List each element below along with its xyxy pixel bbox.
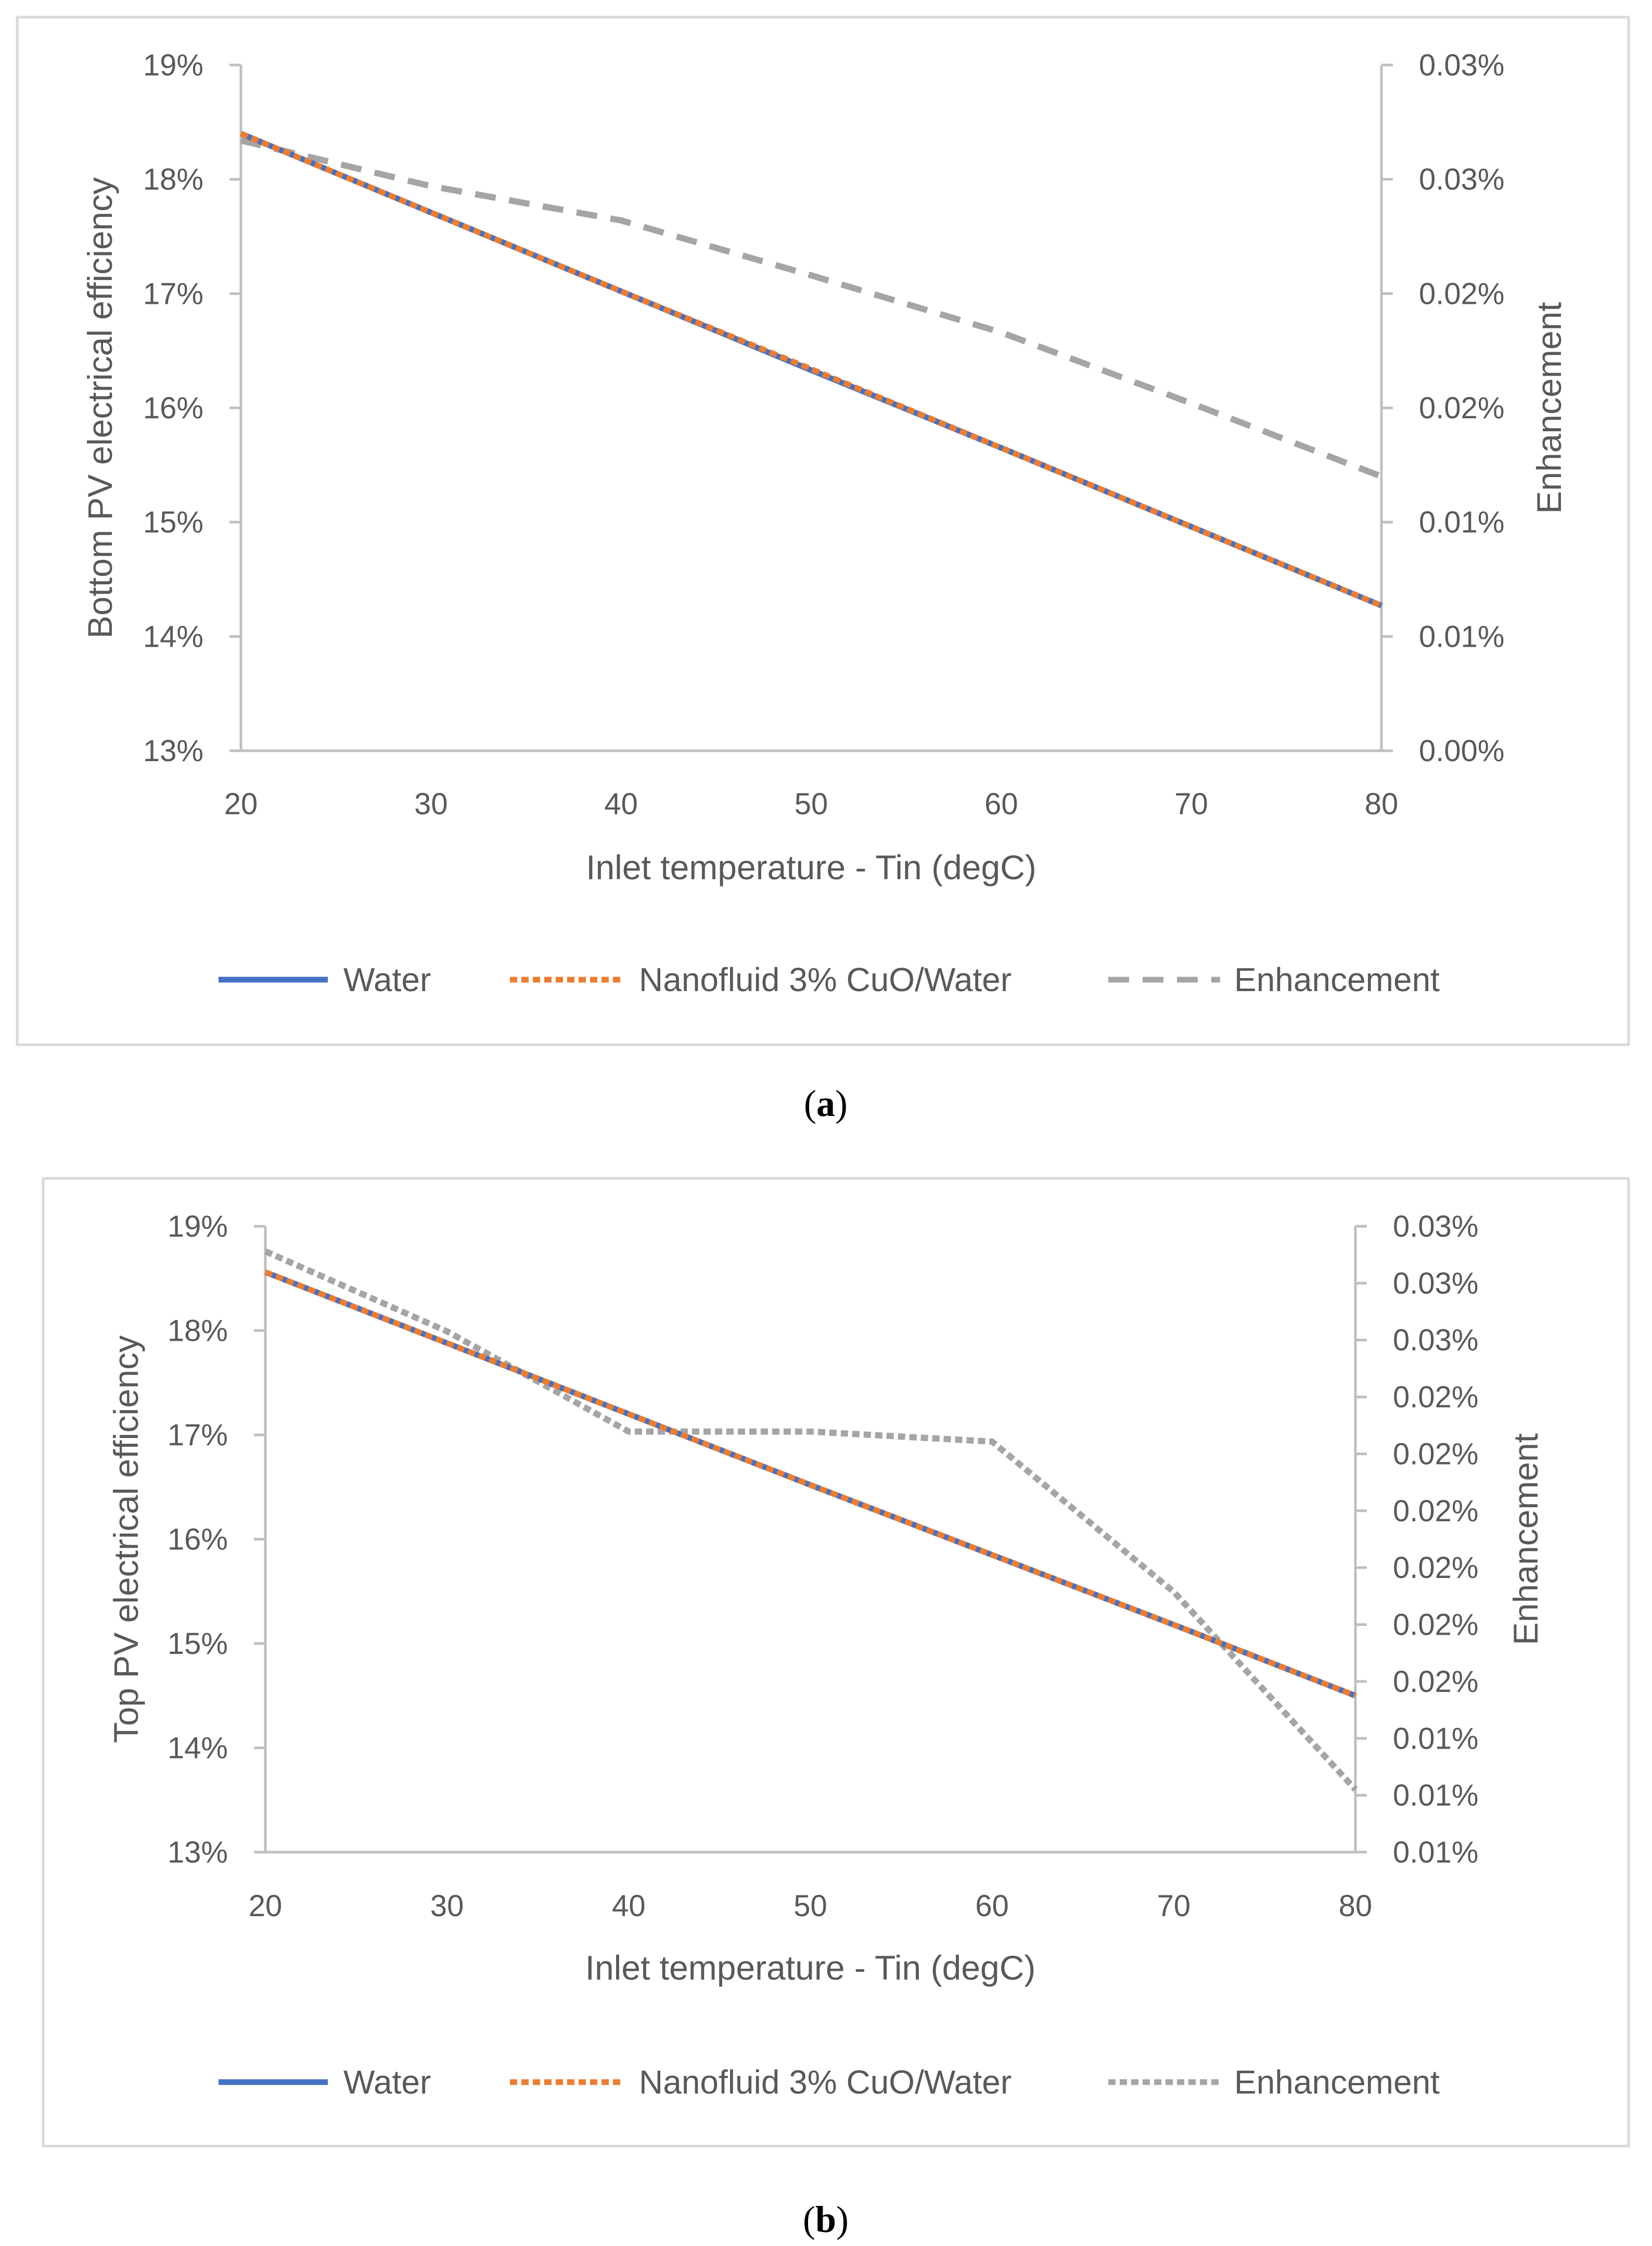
y-tick-label: 19% [168,1210,228,1243]
y2-tick-label: 0.00% [1419,734,1504,768]
x-tick-label: 30 [430,1889,464,1923]
caption-b: (b) [803,2199,849,2240]
caption-close: ) [835,1083,848,1124]
chart-frame [42,1177,1630,2148]
series-line-nanofluid-3-cuo-water [264,1269,1357,1699]
y-axis-title: Top PV electrical efficiency [107,1336,145,1743]
y-tick-label: 15% [143,506,203,540]
y-tick-label: 14% [168,1731,228,1765]
y2-tick-label: 0.02% [1393,1437,1478,1471]
legend-label-nanofluid: Nanofluid 3% CuO/Water [639,961,1011,998]
y2-tick-label: 0.03% [1393,1266,1478,1300]
y2-tick-label: 0.02% [1419,277,1504,311]
y2-tick-label: 0.02% [1393,1494,1478,1528]
x-tick-label: 20 [224,787,258,821]
y2-tick-label: 0.01% [1393,1722,1478,1755]
y-tick-label: 19% [143,48,203,82]
x-tick-label: 50 [793,1889,827,1923]
caption-close: ) [836,2199,849,2240]
x-tick-label: 70 [1174,787,1208,821]
y2-tick-label: 0.02% [1393,1551,1478,1585]
legend-label-water: Water [343,961,431,998]
y2-tick-label: 0.02% [1419,391,1504,425]
y2-tick-label: 0.01% [1419,506,1504,540]
y2-tick-label: 0.02% [1393,1665,1478,1699]
y2-tick-label: 0.01% [1393,1779,1478,1813]
y-tick-label: 17% [143,277,203,311]
legend: Water Nanofluid 3% CuO/Water Enhancement [219,961,1440,998]
y2-tick-label: 0.03% [1419,48,1504,82]
legend-label-enhancement: Enhancement [1234,2063,1440,2101]
x-axis-title: Inlet temperature - Tin (degC) [585,1948,1036,1987]
legend: Water Nanofluid 3% CuO/Water Enhancement [219,2063,1440,2101]
y-tick-label: 13% [143,734,203,768]
x-tick-label: 40 [612,1889,646,1923]
x-tick-label: 70 [1157,1889,1191,1923]
caption-open: ( [804,1083,816,1124]
y2-tick-label: 0.03% [1393,1210,1478,1243]
x-tick-label: 30 [414,787,448,821]
caption-a: (a) [804,1083,848,1124]
legend-label-nanofluid: Nanofluid 3% CuO/Water [639,2063,1011,2101]
legend-label-water: Water [343,2063,431,2101]
y2-tick-label: 0.01% [1419,620,1504,653]
chart-frame [16,16,1630,1046]
legend-label-enhancement: Enhancement [1234,961,1440,998]
y-tick-label: 18% [143,163,203,197]
y2-axis-title: Enhancement [1530,302,1568,514]
y-axis-title: Bottom PV electrical efficiency [81,177,119,639]
y-tick-label: 14% [143,620,203,653]
caption-open: ( [803,2199,815,2240]
x-tick-label: 80 [1339,1889,1373,1923]
x-tick-label: 50 [795,787,828,821]
y2-tick-label: 0.02% [1393,1380,1478,1414]
y2-tick-label: 0.03% [1393,1324,1478,1357]
chart-panel-a: 13% 14% 15% 16% 17% 18% 19% 0.00% 0.01% 0.01% 0.02… [16,16,1630,1046]
caption-letter: a [816,1083,835,1124]
x-tick-label: 60 [984,787,1018,821]
chart-panel-b: 13% 14% 15% 16% 17% 18% 19% 0.01% 0.01% 0.01% 0.02… [42,1177,1630,2148]
x-axis-title: Inlet temperature - Tin (degC) [586,848,1036,887]
series-line-enhancement [264,1248,1358,1792]
y-tick-label: 15% [168,1627,228,1661]
x-tick-label: 80 [1365,787,1399,821]
caption-letter: b [815,2199,836,2240]
y2-tick-label: 0.01% [1393,1836,1478,1869]
series-line-enhancement [240,137,1383,480]
y-tick-label: 18% [168,1314,228,1348]
series-line-water [239,131,1383,609]
y-tick-label: 16% [168,1523,228,1557]
y2-tick-label: 0.02% [1393,1608,1478,1642]
x-tick-label: 60 [975,1889,1009,1923]
y-tick-label: 16% [143,391,203,425]
x-tick-label: 40 [604,787,638,821]
y2-axis-title: Enhancement [1506,1433,1545,1645]
y2-tick-label: 0.03% [1419,163,1504,197]
y-tick-label: 17% [168,1418,228,1452]
y-tick-label: 13% [168,1836,228,1869]
x-tick-label: 20 [249,1889,283,1923]
